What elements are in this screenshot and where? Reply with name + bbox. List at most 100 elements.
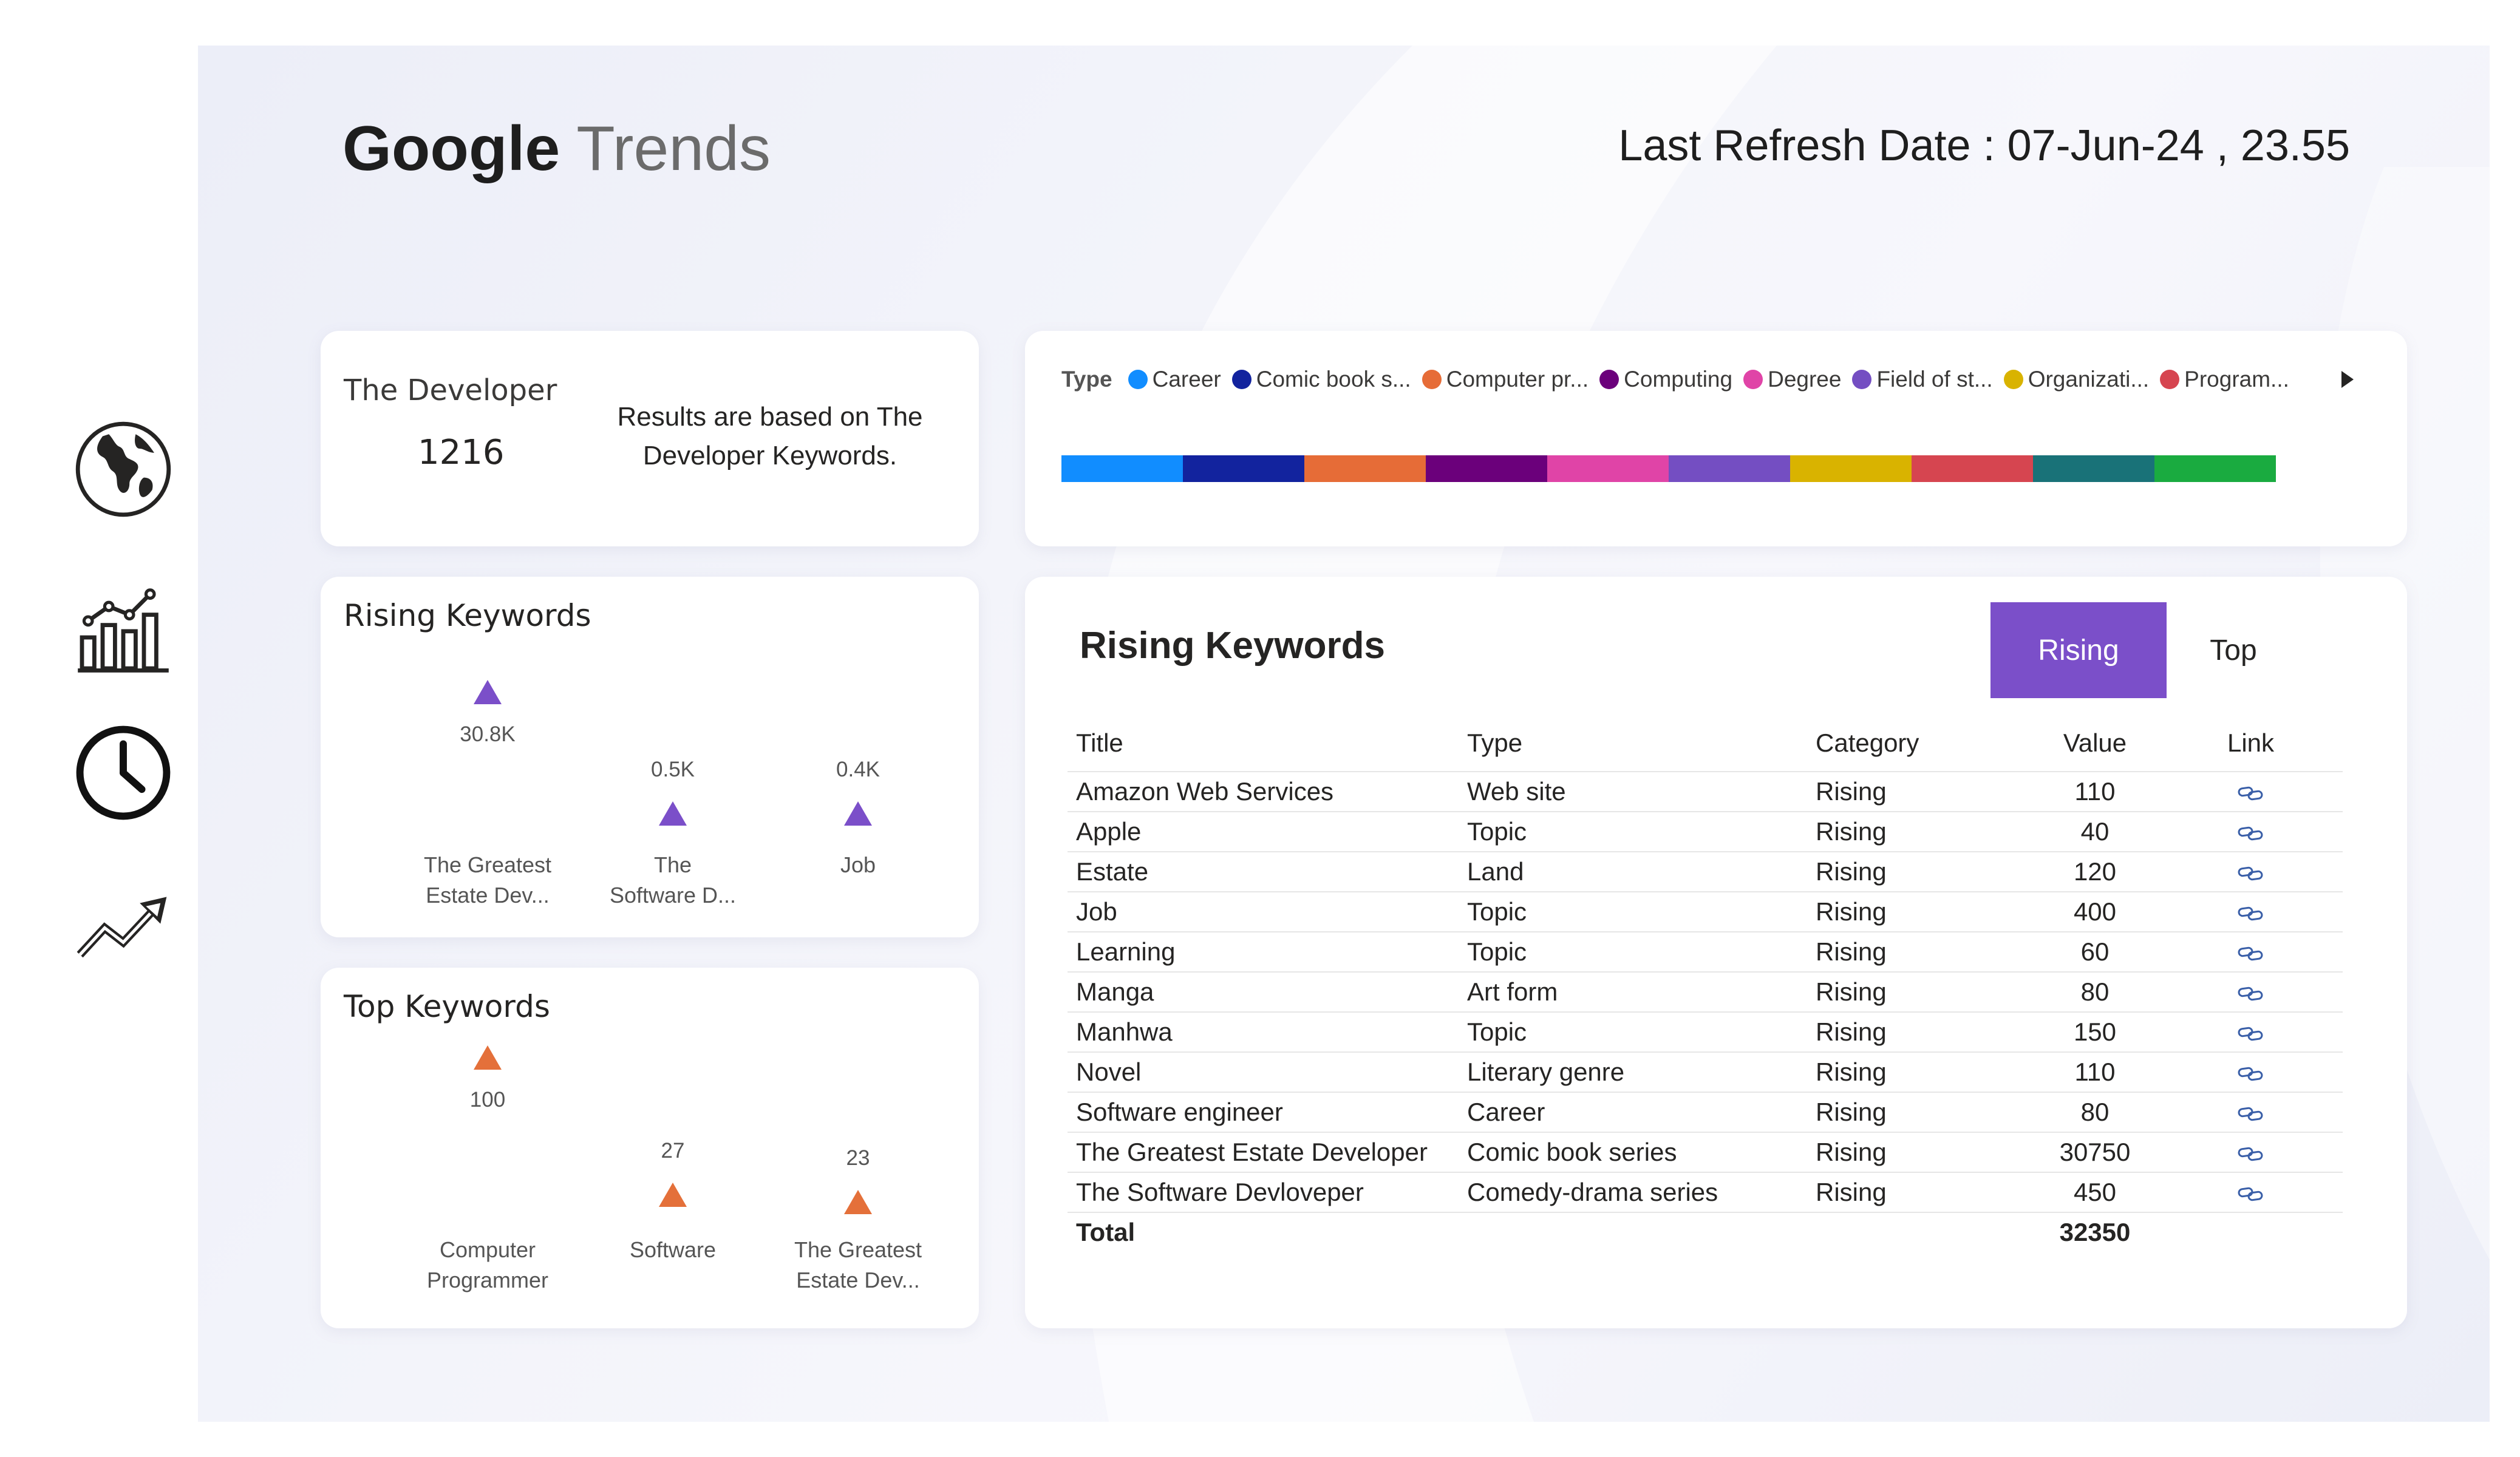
table-row[interactable]: Manga Art form Rising 80 xyxy=(1068,971,2343,1012)
column-header-title[interactable]: Title xyxy=(1076,728,1123,757)
legend-item-computing[interactable]: Computing xyxy=(1599,367,1732,392)
legend-swatch xyxy=(1422,370,1442,389)
card-title: Rising Keywords xyxy=(344,598,591,633)
cell-link[interactable] xyxy=(2159,771,2343,812)
cell-link[interactable] xyxy=(2159,851,2343,892)
stacked-bar-segment[interactable] xyxy=(1912,455,2033,482)
cell-title: The Software Devloveper xyxy=(1068,1172,1459,1212)
cell-title: The Greatest Estate Developer xyxy=(1068,1132,1459,1172)
legend-label: Field of st... xyxy=(1876,367,1993,392)
table-row[interactable]: Job Topic Rising 400 xyxy=(1068,891,2343,932)
cell-value: 80 xyxy=(2031,971,2159,1012)
stacked-bar-segment[interactable] xyxy=(1183,455,1304,482)
cell-link[interactable] xyxy=(2159,971,2343,1012)
legend-item-degree[interactable]: Degree xyxy=(1743,367,1841,392)
link-icon[interactable] xyxy=(2237,824,2265,843)
legend-item-computer-programmer[interactable]: Computer pr... xyxy=(1422,367,1589,392)
table-row[interactable]: Apple Topic Rising 40 xyxy=(1068,811,2343,852)
top-toggle-button[interactable]: Top xyxy=(2210,634,2257,667)
legend-swatch xyxy=(1231,370,1251,389)
keyword-label: Job xyxy=(840,852,876,877)
stacked-bar-segment[interactable] xyxy=(1061,455,1183,482)
table-row[interactable]: Novel Literary genre Rising 110 xyxy=(1068,1051,2343,1092)
table-row[interactable]: Software engineer Career Rising 80 xyxy=(1068,1092,2343,1132)
app-title: Google Trends xyxy=(342,106,771,191)
stacked-bar-segment[interactable] xyxy=(1426,455,1547,482)
legend-swatch xyxy=(1599,370,1619,389)
cell-link[interactable] xyxy=(2159,891,2343,932)
legend-label: Comic book s... xyxy=(1256,367,1411,392)
legend-swatch xyxy=(2003,370,2023,389)
trending-up-icon[interactable] xyxy=(72,874,175,977)
table-row[interactable]: Estate Land Rising 120 xyxy=(1068,851,2343,892)
column-header-link[interactable]: Link xyxy=(2227,728,2275,757)
legend-item-program[interactable]: Program... xyxy=(2160,367,2289,392)
table-row[interactable]: Learning Topic Rising 60 xyxy=(1068,931,2343,972)
rising-marker xyxy=(658,800,688,827)
cell-category: Rising xyxy=(1807,1011,2031,1052)
rising-marker xyxy=(472,679,503,705)
stacked-bar-segment[interactable] xyxy=(1547,455,1669,482)
keyword-value: 23 xyxy=(846,1146,870,1170)
legend-label: Organizati... xyxy=(2028,367,2150,392)
legend-item-organization[interactable]: Organizati... xyxy=(2003,367,2150,392)
cell-link[interactable] xyxy=(2159,1132,2343,1172)
link-icon[interactable] xyxy=(2237,985,2265,1003)
rising-toggle-button[interactable]: Rising xyxy=(1990,602,2167,698)
legend-label: Computer pr... xyxy=(1446,367,1589,392)
globe-icon[interactable] xyxy=(72,418,175,521)
legend-item-comic-book[interactable]: Comic book s... xyxy=(1231,367,1411,392)
stacked-bar-segment[interactable] xyxy=(1669,455,1790,482)
kpi-note: Results are based on The Developer Keywo… xyxy=(617,402,923,470)
column-header-value[interactable]: Value xyxy=(2063,728,2127,757)
cell-value: 110 xyxy=(2031,771,2159,812)
card-title: Top Keywords xyxy=(344,989,550,1024)
table-row[interactable]: The Software Devloveper Comedy-drama seri… xyxy=(1068,1172,2343,1212)
table-row[interactable]: Amazon Web Services Web site Rising 110 xyxy=(1068,771,2343,812)
type-legend: Type Career Comic book s... Computer pr.… xyxy=(1061,361,2300,398)
link-icon[interactable] xyxy=(2237,1145,2265,1163)
cell-link[interactable] xyxy=(2159,1172,2343,1212)
link-icon[interactable] xyxy=(2237,864,2265,883)
keyword-label: Computer Programmer xyxy=(426,1237,549,1292)
link-icon[interactable] xyxy=(2237,1065,2265,1083)
stacked-bar-segment[interactable] xyxy=(2154,455,2276,482)
stacked-bar-segment[interactable] xyxy=(1790,455,1912,482)
cell-type: Topic xyxy=(1459,1011,1807,1052)
bar-chart-icon[interactable] xyxy=(72,576,175,679)
legend-swatch xyxy=(1852,370,1872,389)
cell-title: Estate xyxy=(1068,851,1459,892)
link-icon[interactable] xyxy=(2237,784,2265,803)
total-value: 32350 xyxy=(2031,1212,2159,1252)
rising-keywords-table-card: Rising Keywords Rising Top Title Type Ca… xyxy=(1025,577,2407,1328)
cell-link[interactable] xyxy=(2159,1011,2343,1052)
type-legend-card: Type Career Comic book s... Computer pr.… xyxy=(1025,331,2407,546)
table-row[interactable]: Manhwa Topic Rising 150 xyxy=(1068,1011,2343,1052)
cell-title: Manga xyxy=(1068,971,1459,1012)
cell-category: Rising xyxy=(1807,971,2031,1012)
column-header-type[interactable]: Type xyxy=(1467,728,1523,757)
kpi-value: 1216 xyxy=(418,433,505,472)
column-header-category[interactable]: Category xyxy=(1816,728,1919,757)
rising-keywords-card: Rising Keywords 30.8K The Greatest Estate… xyxy=(321,577,979,937)
table-row[interactable]: The Greatest Estate Developer Comic book … xyxy=(1068,1132,2343,1172)
cell-type: Literary genre xyxy=(1459,1051,1807,1092)
clock-icon[interactable] xyxy=(72,721,175,824)
link-icon[interactable] xyxy=(2237,1105,2265,1123)
link-icon[interactable] xyxy=(2237,945,2265,963)
cell-link[interactable] xyxy=(2159,1051,2343,1092)
legend-item-field-of-study[interactable]: Field of st... xyxy=(1852,367,1993,392)
legend-next-arrow-icon[interactable] xyxy=(2334,367,2358,392)
link-icon[interactable] xyxy=(2237,905,2265,923)
cell-category: Rising xyxy=(1807,1051,2031,1092)
stacked-bar-segment[interactable] xyxy=(1304,455,1426,482)
legend-item-career[interactable]: Career xyxy=(1128,367,1221,392)
top-marker xyxy=(658,1181,688,1208)
cell-link[interactable] xyxy=(2159,811,2343,852)
cell-link[interactable] xyxy=(2159,931,2343,972)
stacked-bar-segment[interactable] xyxy=(2033,455,2154,482)
link-icon[interactable] xyxy=(2237,1025,2265,1043)
cell-link[interactable] xyxy=(2159,1092,2343,1132)
link-icon[interactable] xyxy=(2237,1185,2265,1203)
total-label: Total xyxy=(1068,1212,1459,1252)
